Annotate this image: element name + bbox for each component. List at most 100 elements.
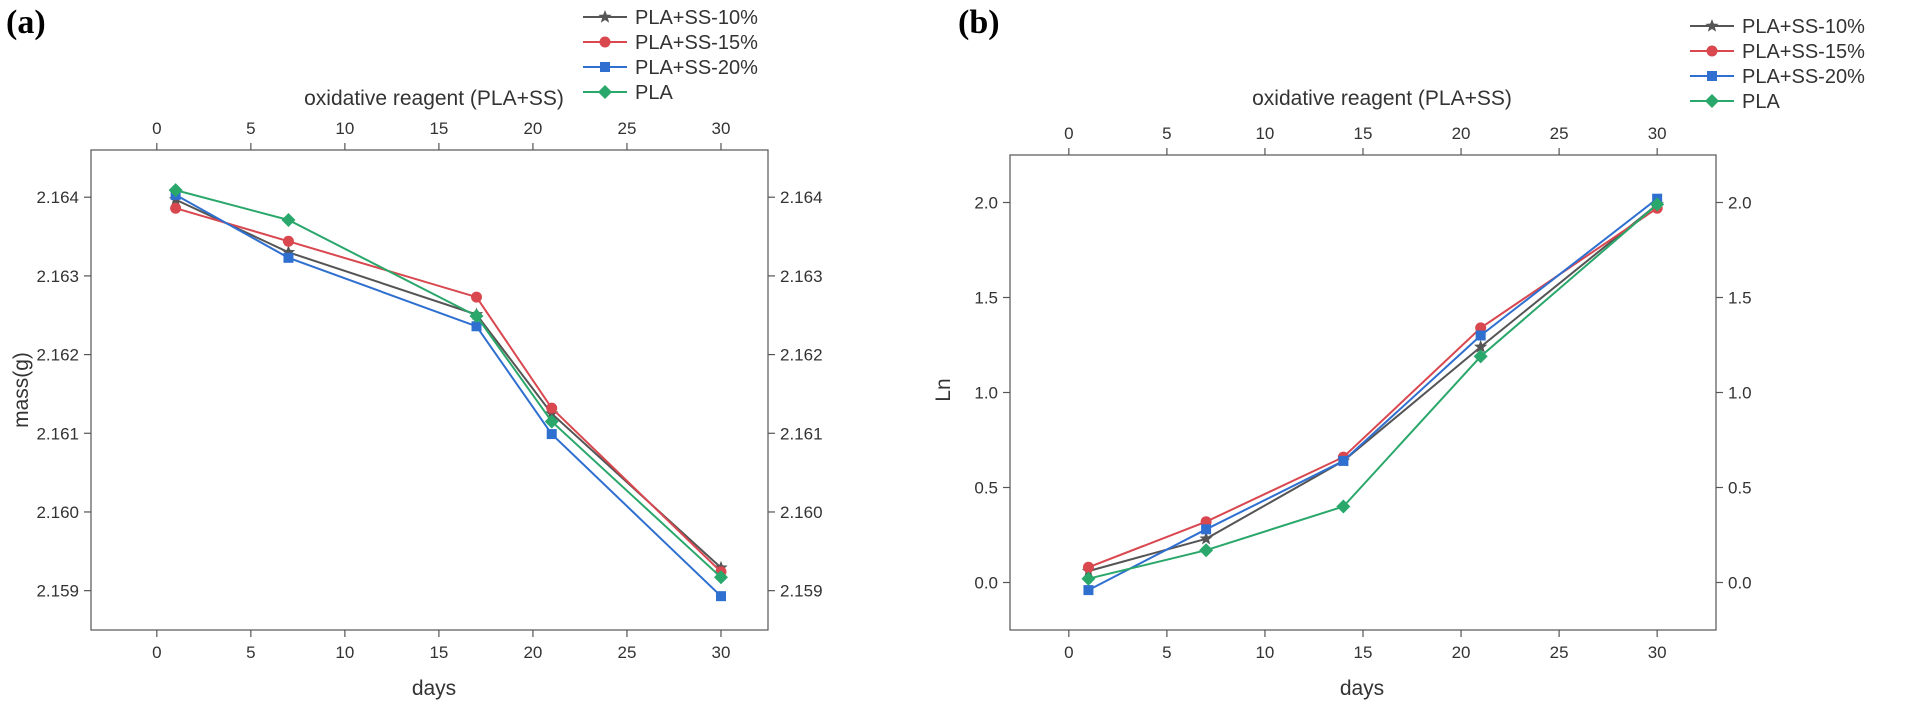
panel-a-series-group (168, 183, 728, 602)
panel-a-series-0-point (281, 245, 296, 258)
panel-a-series-2-point (546, 429, 557, 440)
panel-a-y-tick-label: 2.159 (36, 582, 79, 601)
panel-a-series-1-point (170, 202, 182, 214)
panel-b-top-tick-label: 0 (1064, 124, 1073, 143)
panel-a-x-tick-label: 5 (246, 643, 255, 662)
panel-b-legend-marker-1 (1706, 45, 1718, 57)
panel-b-right-tick-label: 1.5 (1728, 289, 1752, 308)
panel-b-series-2-point (1338, 455, 1349, 466)
panel-a-legend-marker-0 (598, 10, 612, 23)
panel-a-x-axis-title: days (412, 677, 456, 700)
panel-b-series-0-line (1088, 203, 1658, 573)
panel-a-top-tick-label: 15 (429, 119, 448, 138)
panel-a-series-3-point (469, 309, 484, 324)
panel-a-x-ticks: 0 0 5 5 10 10 15 15 20 20 25 25 30 30 (152, 119, 730, 662)
panel-b-top-tick-label: 25 (1550, 124, 1569, 143)
panel-b-legend-label-0: PLA+SS-10% (1742, 16, 1865, 38)
panel-b-series-2-point (1083, 585, 1094, 596)
panel-b-right-tick-label: 0.0 (1728, 574, 1752, 593)
panel-b-series-3-point (1199, 543, 1214, 558)
panel-a-legend-label-1: PLA+SS-15% (635, 32, 758, 54)
panel-a-plot-frame (90, 149, 769, 631)
panel-a-right-tick-label: 2.163 (780, 267, 823, 286)
panel-b-x-tick-label: 25 (1550, 643, 1569, 662)
panel-a-y-axis-title: mass(g) (10, 352, 33, 428)
panel-b-right-tick-label: 0.5 (1728, 479, 1752, 498)
panel-b-top-tick-label: 15 (1354, 124, 1373, 143)
panel-b-label: (b) (958, 4, 1000, 41)
panel-b-legend-label-2: PLA+SS-20% (1742, 66, 1865, 88)
panel-a-top-tick-label: 25 (617, 119, 636, 138)
panel-a-legend-label-0: PLA+SS-10% (635, 7, 758, 29)
panel-b-y-axis-title: Ln (932, 378, 955, 401)
panel-b-x-axis-title: days (1340, 677, 1384, 700)
panel-b-y-tick-label: 1.0 (974, 384, 998, 403)
panel-a-series-1-point (282, 235, 294, 247)
panel-a-series-2-point (283, 252, 294, 263)
panel-b-legend-marker-2 (1707, 71, 1717, 81)
panel-a-top-tick-label: 30 (712, 119, 731, 138)
panel-a-right-tick-label: 2.161 (780, 424, 823, 443)
panel-a-series-2-point (471, 321, 482, 332)
panel-b-x-tick-label: 10 (1255, 643, 1274, 662)
panel-b-series-3-point (1650, 197, 1665, 212)
panel-a-legend-marker-1 (599, 36, 611, 48)
panel-b-legend-marker-3 (1705, 94, 1719, 108)
panel-b-right-tick-label: 2.0 (1728, 194, 1752, 213)
panel-b-top-tick-label: 30 (1648, 124, 1667, 143)
panel-a-y-tick-label: 2.164 (36, 188, 79, 207)
panel-a-right-tick-label: 2.164 (780, 188, 823, 207)
chart-panel-b: (b) oxidative reagent (PLA+SS) 0 0 5 5 10 10 1… (932, 4, 1865, 700)
panel-a-series-3-point (713, 570, 728, 585)
panel-a-series-3-point (544, 414, 559, 429)
panel-b-x-tick-label: 0 (1064, 643, 1073, 662)
panel-a-top-tick-label: 10 (335, 119, 354, 138)
panel-a-y-tick-label: 2.161 (36, 424, 79, 443)
panel-a-right-tick-label: 2.162 (780, 346, 823, 365)
panel-a-right-tick-label: 2.159 (780, 582, 823, 601)
panel-a-series-2-point (715, 591, 726, 602)
panel-b-legend-label-3: PLA (1742, 91, 1780, 113)
panel-b-x-ticks: 0 0 5 5 10 10 15 15 20 20 25 25 30 30 (1064, 124, 1667, 662)
panel-b-series-group (1081, 193, 1665, 596)
panel-a-x-tick-label: 30 (712, 643, 731, 662)
panel-b-y-ticks: 0.0 0.0 0.5 0.5 1.0 1.0 1.5 1.5 2.0 2.0 (974, 194, 1751, 593)
panel-b-series-3-point (1473, 349, 1488, 364)
panel-a-x-tick-label: 10 (335, 643, 354, 662)
panel-b-y-tick-label: 0.5 (974, 479, 998, 498)
panel-b-series-2-point (1201, 524, 1212, 535)
panel-b-series-0-point (1474, 339, 1488, 353)
panel-a-top-tick-label: 20 (523, 119, 542, 138)
panel-a-x-tick-label: 15 (429, 643, 448, 662)
panel-a-top-tick-label: 5 (246, 119, 255, 138)
panel-a-legend-label-3: PLA (635, 82, 673, 104)
panel-b-plot-frame (1009, 154, 1717, 631)
panel-a-legend-label-2: PLA+SS-20% (635, 57, 758, 79)
panel-b-top-axis-title: oxidative reagent (PLA+SS) (1252, 87, 1512, 110)
panel-b-y-tick-label: 1.5 (974, 289, 998, 308)
panel-b-top-tick-label: 20 (1452, 124, 1471, 143)
panel-b-y-tick-label: 0.0 (974, 574, 998, 593)
panel-a-series-3-point (281, 213, 296, 228)
panel-b-x-tick-label: 15 (1354, 643, 1373, 662)
panel-b-series-0-point (1199, 531, 1213, 545)
panel-a-y-tick-label: 2.162 (36, 346, 79, 365)
panel-a-series-3-point (168, 183, 183, 198)
panel-a-series-1-point (546, 402, 558, 414)
panel-a-top-tick-label: 0 (152, 119, 161, 138)
panel-b-series-2-line (1087, 197, 1658, 591)
panel-b-top-tick-label: 10 (1255, 124, 1274, 143)
panel-b-legend-label-1: PLA+SS-15% (1742, 41, 1865, 63)
panel-a-x-tick-label: 0 (152, 643, 161, 662)
panel-a-y-ticks: 2.159 2.159 2.160 2.160 2.161 2.161 2.162 2.162… (36, 188, 822, 600)
panel-a-y-tick-label: 2.163 (36, 267, 79, 286)
panel-a-x-tick-label: 20 (523, 643, 542, 662)
panel-a-legend: PLA+SS-10% PLA+SS-15% PLA+SS-20% PLA (583, 7, 758, 104)
panel-a-right-tick-label: 2.160 (780, 503, 823, 522)
panel-b-legend-marker-0 (1705, 19, 1719, 32)
panel-b-x-tick-label: 30 (1648, 643, 1667, 662)
panel-a-top-axis-title: oxidative reagent (PLA+SS) (304, 87, 564, 110)
panel-b-series-2-point (1475, 330, 1486, 341)
panel-b-legend: PLA+SS-10% PLA+SS-15% PLA+SS-20% PLA (1690, 16, 1865, 113)
panel-a-legend-marker-2 (600, 62, 610, 72)
